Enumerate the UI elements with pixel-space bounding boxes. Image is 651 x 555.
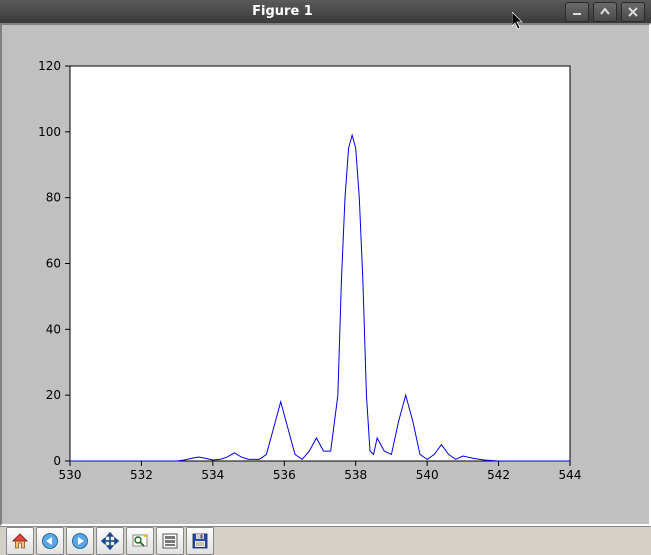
svg-text:20: 20	[46, 388, 61, 402]
svg-text:538: 538	[344, 468, 367, 482]
forward-button[interactable]	[66, 527, 94, 555]
subplots-button[interactable]	[156, 527, 184, 555]
figure-window: Figure 1 530 532 534 536 538 540 542 544 0 20 40 60…	[0, 0, 651, 555]
titlebar-buttons	[565, 2, 651, 22]
arrow-right-icon	[71, 532, 89, 550]
arrow-left-icon	[41, 532, 59, 550]
minimize-button[interactable]	[565, 2, 589, 22]
figure-content: 530 532 534 536 538 540 542 544 0 20 40 60 80 100 120	[0, 23, 651, 526]
move-icon	[101, 532, 119, 550]
close-icon	[627, 6, 639, 18]
svg-text:542: 542	[487, 468, 510, 482]
svg-text:536: 536	[273, 468, 296, 482]
home-button[interactable]	[6, 527, 34, 555]
svg-text:0: 0	[53, 454, 61, 468]
svg-text:530: 530	[59, 468, 82, 482]
svg-text:532: 532	[130, 468, 153, 482]
navigation-toolbar	[0, 526, 651, 555]
svg-text:60: 60	[46, 257, 61, 271]
maximize-icon	[599, 6, 611, 18]
sliders-icon	[161, 532, 179, 550]
plot-area[interactable]: 530 532 534 536 538 540 542 544 0 20 40 60 80 100 120	[10, 33, 641, 516]
titlebar[interactable]: Figure 1	[0, 0, 651, 23]
save-button[interactable]	[186, 527, 214, 555]
svg-text:80: 80	[46, 191, 61, 205]
svg-text:100: 100	[38, 125, 61, 139]
zoom-button[interactable]	[126, 527, 154, 555]
minimize-icon	[571, 6, 583, 18]
floppy-icon	[191, 532, 209, 550]
pan-button[interactable]	[96, 527, 124, 555]
maximize-button[interactable]	[593, 2, 617, 22]
back-button[interactable]	[36, 527, 64, 555]
close-button[interactable]	[621, 2, 645, 22]
svg-text:534: 534	[201, 468, 224, 482]
svg-text:540: 540	[416, 468, 439, 482]
svg-text:544: 544	[559, 468, 582, 482]
zoom-rect-icon	[131, 532, 149, 550]
line-chart: 530 532 534 536 538 540 542 544 0 20 40 60 80 100 120	[10, 33, 641, 516]
home-icon	[11, 532, 29, 550]
svg-text:120: 120	[38, 59, 61, 73]
window-title: Figure 1	[0, 4, 565, 19]
svg-text:40: 40	[46, 322, 61, 336]
